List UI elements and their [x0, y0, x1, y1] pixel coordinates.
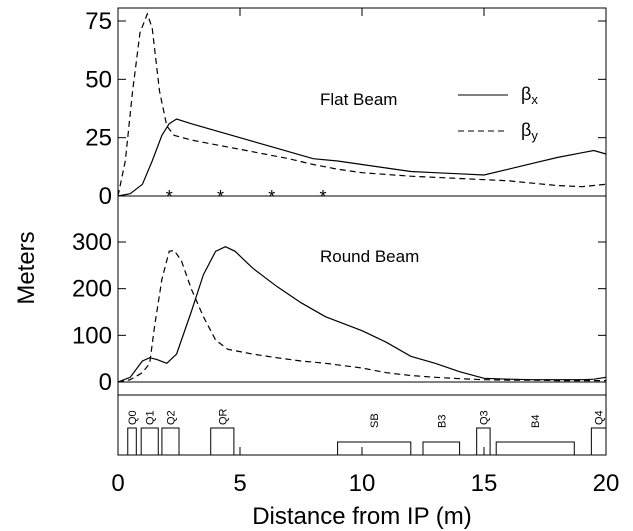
flat-star-marker: * [166, 187, 173, 207]
magnet-label-sb: SB [369, 413, 381, 428]
flat-ytick-label: 0 [99, 183, 112, 210]
x-axis: 0 5 10 15 20 [111, 8, 619, 497]
magnet-qr [210, 427, 235, 456]
round-series-beta-y [117, 249, 606, 383]
xtick-label: 0 [111, 470, 124, 497]
magnet-label-q0: Q0 [127, 410, 139, 425]
flat-beam-panel: 0 25 50 75 * * * * [85, 8, 607, 210]
magnet-label-q1: Q1 [145, 410, 157, 425]
magnet-b4 [495, 441, 575, 456]
magnet-label-qr: QR [217, 408, 229, 425]
flat-ytick-label: 25 [85, 125, 112, 152]
round-ytick-label: 0 [99, 369, 112, 396]
flat-star-marker: * [319, 187, 326, 207]
legend-label-bx: βx [521, 84, 538, 107]
flat-star-marker: * [268, 187, 275, 207]
magnet-q0 [127, 427, 137, 456]
magnet-q2 [161, 427, 180, 456]
magnet-label-q3: Q3 [478, 410, 490, 425]
magnet-label-q4: Q4 [594, 410, 606, 425]
flat-ytick-label: 50 [85, 66, 112, 93]
y-axis-title: Meters [13, 231, 40, 304]
legend-label-by: βy [521, 120, 538, 143]
magnet-label-b3: B3 [436, 415, 448, 428]
round-series-beta-x [117, 246, 607, 383]
magnet-label-b4: B4 [530, 415, 542, 428]
round-ytick-label: 300 [72, 229, 112, 256]
flat-beam-title: Flat Beam [320, 90, 397, 109]
legend: βx βy [458, 84, 538, 143]
round-beam-title: Round Beam [320, 247, 419, 266]
x-axis-title: Distance from IP (m) [252, 503, 472, 530]
xtick-label: 10 [349, 470, 376, 497]
magnet-q3 [476, 427, 491, 456]
magnet-b3 [422, 441, 461, 456]
xtick-label: 5 [233, 470, 246, 497]
magnet-label-q2: Q2 [166, 410, 178, 425]
flat-star-marker: * [217, 187, 224, 207]
magnet-q4 [590, 427, 607, 456]
plot-frame [117, 7, 607, 456]
magnet-layout-panel: Q0 Q1 Q2 QR SB B3 Q3 B4 Q4 [127, 408, 607, 456]
magnet-q1 [140, 427, 159, 456]
round-ytick-label: 200 [72, 276, 112, 303]
flat-series-beta-y [117, 12, 607, 197]
xtick-label: 15 [471, 470, 498, 497]
xtick-label: 20 [593, 470, 620, 497]
round-beam-panel: 0 100 200 300 [72, 229, 607, 396]
flat-series-beta-x [117, 118, 607, 197]
round-ytick-label: 100 [72, 322, 112, 349]
magnet-sb [337, 441, 412, 456]
flat-ytick-label: 75 [85, 8, 112, 35]
